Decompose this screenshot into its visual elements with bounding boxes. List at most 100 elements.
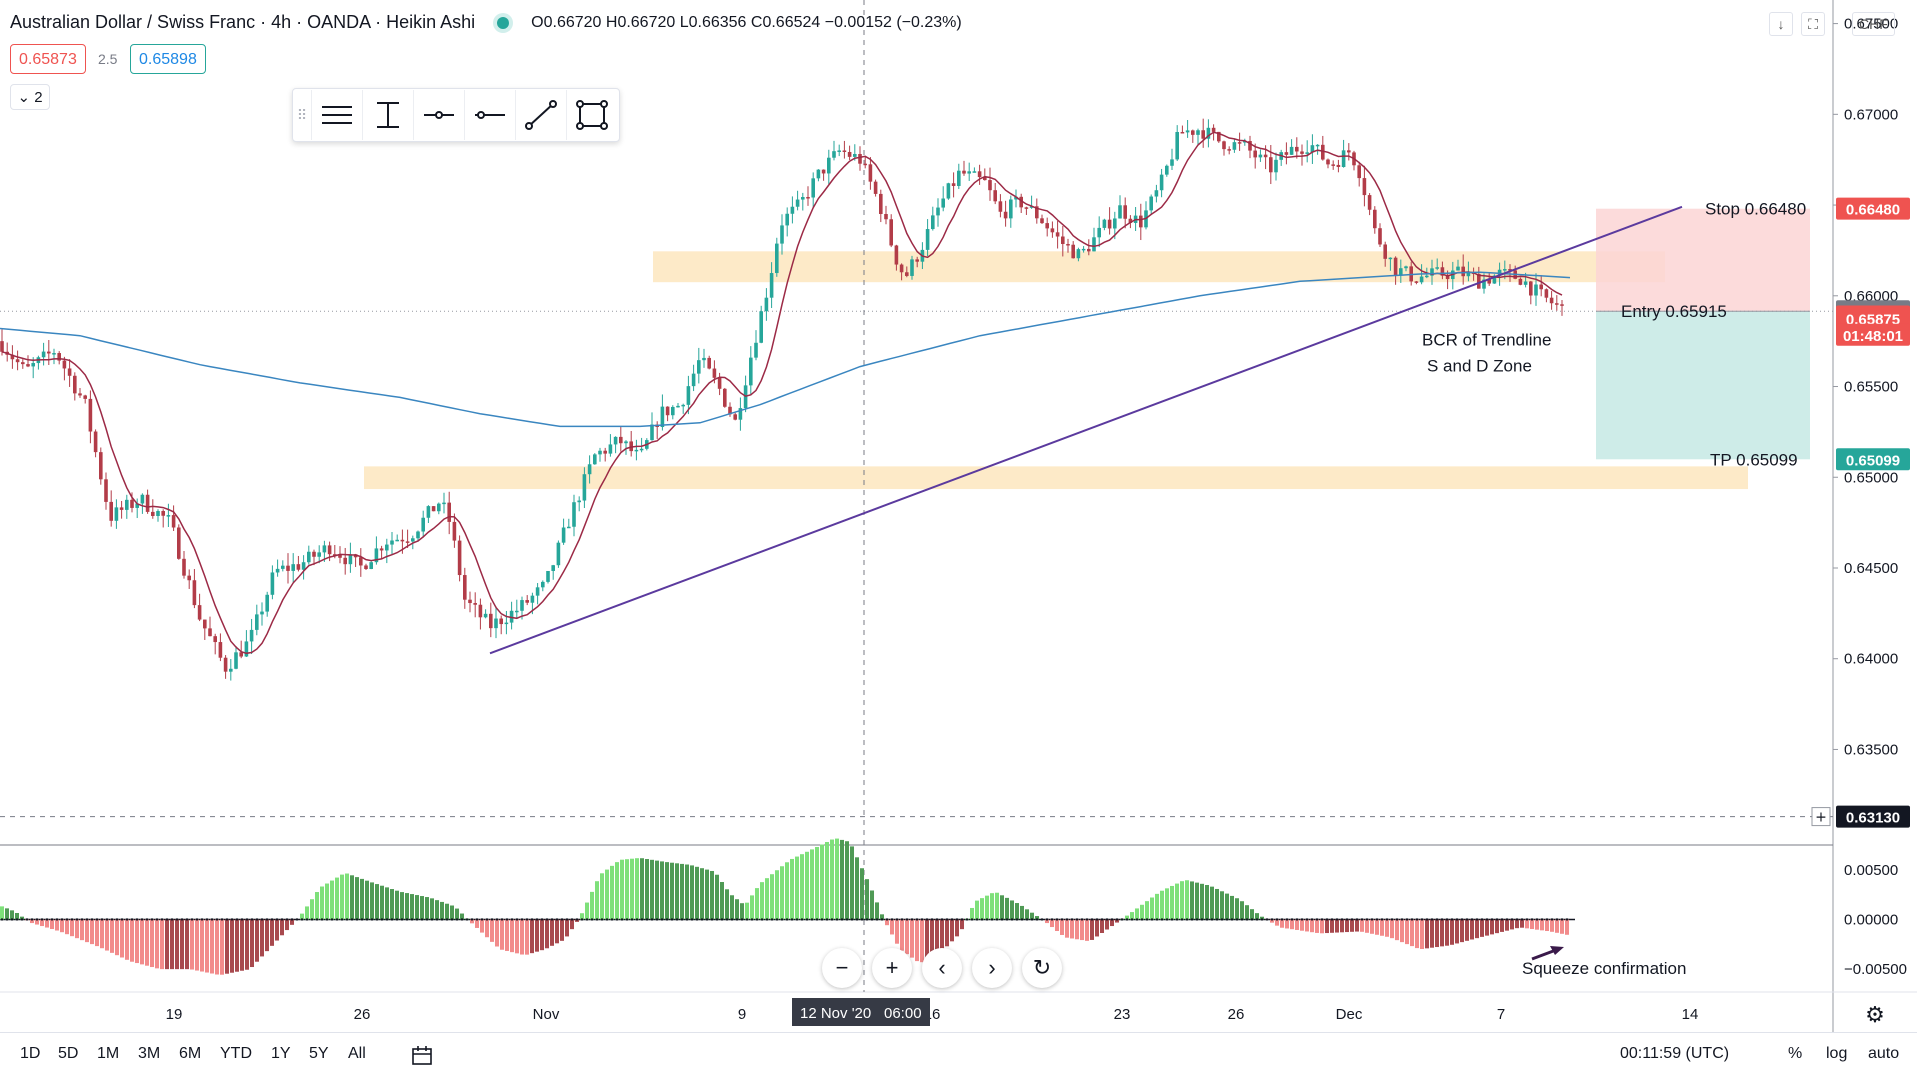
histogram-bar: [890, 919, 894, 934]
horizontal-line-tool[interactable]: [464, 90, 515, 140]
candle-body: [759, 311, 763, 343]
candle-body: [473, 603, 477, 605]
squeeze-dot: [1511, 918, 1513, 920]
clock-timezone[interactable]: 00:11:59 (UTC): [1620, 1045, 1729, 1063]
histogram-bar: [1350, 919, 1354, 931]
squeeze-dot: [1106, 918, 1108, 920]
candle-body: [1009, 199, 1013, 218]
gear-icon[interactable]: ⚙: [1865, 1003, 1885, 1028]
candle-body: [817, 170, 821, 179]
squeeze-dot: [336, 918, 338, 920]
range-ytd[interactable]: YTD: [220, 1045, 252, 1063]
zoom-in-button[interactable]: +: [872, 948, 912, 988]
squeeze-dot: [331, 918, 333, 920]
range-5d[interactable]: 5D: [58, 1045, 78, 1063]
squeeze-dot: [381, 918, 383, 920]
histogram-bar: [1075, 919, 1079, 939]
sell-button[interactable]: 0.65873: [10, 44, 86, 74]
buy-button[interactable]: 0.65898: [130, 44, 206, 74]
range-all[interactable]: All: [348, 1045, 366, 1063]
chart-navigation[interactable]: − + ‹ › ↻: [822, 948, 1062, 988]
drawing-toolbar[interactable]: ⠿: [292, 88, 620, 142]
collapse-indicators-button[interactable]: ⌄ 2: [10, 84, 50, 110]
squeeze-dot: [636, 918, 638, 920]
squeeze-dot: [411, 918, 413, 920]
squeeze-dot: [481, 918, 483, 920]
histogram-bar: [45, 919, 49, 927]
histogram-bar: [1495, 919, 1499, 933]
candle-body: [1186, 130, 1190, 132]
symbol-header[interactable]: Australian Dollar / Swiss Franc · 4h · O…: [10, 12, 962, 33]
reset-chart-button[interactable]: ↻: [1022, 948, 1062, 988]
squeeze-dot: [716, 918, 718, 920]
log-toggle[interactable]: log: [1826, 1045, 1847, 1063]
horizontal-lines-tool[interactable]: [311, 90, 362, 140]
scroll-right-button[interactable]: ›: [972, 948, 1012, 988]
histogram-bar: [345, 874, 349, 920]
range-1d[interactable]: 1D: [20, 1045, 40, 1063]
squeeze-dot: [1521, 918, 1523, 920]
range-1y[interactable]: 1Y: [271, 1045, 291, 1063]
histogram-bar: [800, 854, 804, 919]
histogram-bar: [75, 919, 79, 938]
histogram-bar: [1070, 919, 1074, 938]
candle-body: [588, 464, 592, 474]
squeeze-dot: [1326, 918, 1328, 920]
candle-body: [614, 437, 618, 445]
candle-body: [837, 150, 841, 152]
range-1m[interactable]: 1M: [97, 1045, 119, 1063]
plus-icon: +: [1815, 810, 1827, 826]
rectangle-tool[interactable]: [566, 90, 617, 140]
range-5y[interactable]: 5Y: [309, 1045, 329, 1063]
auto-toggle[interactable]: auto: [1868, 1045, 1899, 1063]
histogram-bar: [425, 897, 429, 919]
currency-selector[interactable]: CHF: [1852, 12, 1895, 36]
percent-toggle[interactable]: %: [1788, 1045, 1802, 1063]
candle-body: [156, 511, 160, 516]
candle-body: [78, 393, 82, 395]
candle-body: [1347, 150, 1351, 152]
squeeze-dot: [1541, 918, 1543, 920]
candle-body: [349, 554, 353, 564]
squeeze-dot: [106, 918, 108, 920]
histogram-bar: [250, 919, 254, 967]
histogram-bar: [115, 919, 119, 955]
histogram-bar: [180, 919, 184, 969]
goto-date-button[interactable]: [410, 1045, 436, 1072]
candle-body: [172, 515, 176, 527]
price-chart[interactable]: Squeeze confirmation 0.675000.670000.665…: [0, 0, 1917, 1032]
histogram-bar: [860, 868, 864, 919]
histogram-bar: [135, 919, 139, 963]
time-tick-label: Nov: [533, 1006, 560, 1023]
candle-body: [1264, 155, 1268, 158]
histogram-bar: [1450, 919, 1454, 944]
range-3m[interactable]: 3M: [138, 1045, 160, 1063]
candle-body: [967, 171, 971, 173]
candle-body: [557, 543, 561, 566]
squeeze-dot: [1101, 918, 1103, 920]
scroll-left-button[interactable]: ‹: [922, 948, 962, 988]
crosshair-date-label: 12 Nov '20: [800, 1005, 871, 1022]
squeeze-dot: [1256, 918, 1258, 920]
range-6m[interactable]: 6M: [179, 1045, 201, 1063]
squeeze-dot: [386, 918, 388, 920]
histogram-bar: [110, 919, 114, 952]
horizontal-ray-tool[interactable]: [413, 90, 464, 140]
vertical-line-tool[interactable]: [362, 90, 413, 140]
candle-body: [791, 207, 795, 214]
histogram-bar: [1020, 906, 1024, 920]
zoom-out-button[interactable]: −: [822, 948, 862, 988]
price-tick-label: 0.63500: [1844, 741, 1898, 758]
squeeze-dot: [1311, 918, 1313, 920]
price-tick-label: 0.67000: [1844, 106, 1898, 123]
histogram-bar: [815, 847, 819, 920]
drag-handle-icon[interactable]: ⠿: [293, 89, 311, 141]
histogram-bar: [695, 867, 699, 920]
squeeze-dot: [826, 918, 828, 920]
download-button[interactable]: ↓: [1769, 12, 1793, 36]
squeeze-dot: [181, 918, 183, 920]
candle-body: [499, 619, 503, 625]
squeeze-dot: [231, 918, 233, 920]
fullscreen-button[interactable]: ⛶: [1801, 12, 1825, 36]
trend-line-tool[interactable]: [515, 90, 566, 140]
